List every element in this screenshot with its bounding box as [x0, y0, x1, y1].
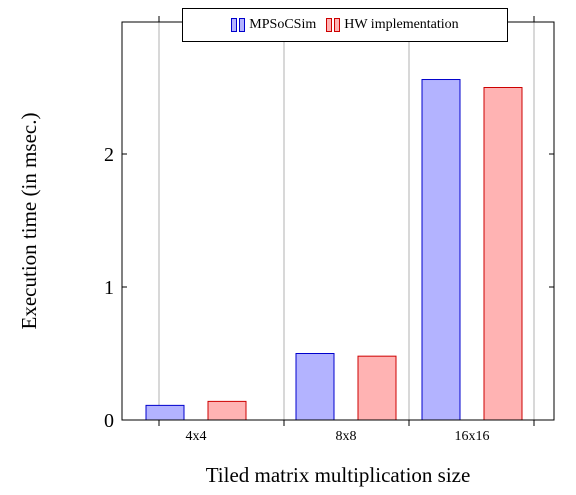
axis-ticks: 0 1 2 4x4 8x8 16x16	[104, 16, 554, 444]
legend-entry-mpsocsim: MPSoCSim	[231, 17, 316, 33]
x-tick-label: 4x4	[186, 429, 207, 444]
legend-swatch-mpsocsim	[231, 18, 246, 32]
y-tick-label: 1	[104, 277, 114, 299]
x-tick-label: 8x8	[336, 429, 357, 444]
x-axis-label: Tiled matrix multiplication size	[206, 463, 471, 487]
grid-lines	[158, 22, 535, 420]
legend-label-mpsocsim: MPSoCSim	[249, 17, 317, 32]
legend: MPSoCSim HW implementation	[182, 8, 508, 42]
y-axis-label: Execution time (in msec.)	[17, 113, 41, 330]
legend-swatch-hw-implementation	[326, 18, 341, 32]
bar-hw-implementation-8x8	[357, 355, 397, 421]
bar-hw-implementation-16x16	[483, 87, 523, 421]
bars	[145, 79, 523, 421]
y-tick-label: 0	[104, 410, 114, 432]
bar-mpsocsim-4x4	[145, 404, 185, 421]
x-tick-label: 16x16	[455, 429, 490, 444]
legend-entry-hw-implementation: HW implementation	[326, 17, 459, 33]
bar-hw-implementation-4x4	[207, 400, 247, 421]
legend-label-hw-implementation: HW implementation	[344, 17, 459, 32]
y-tick-label: 2	[104, 144, 114, 166]
bar-mpsocsim-8x8	[295, 353, 335, 421]
bar-mpsocsim-16x16	[421, 79, 461, 421]
